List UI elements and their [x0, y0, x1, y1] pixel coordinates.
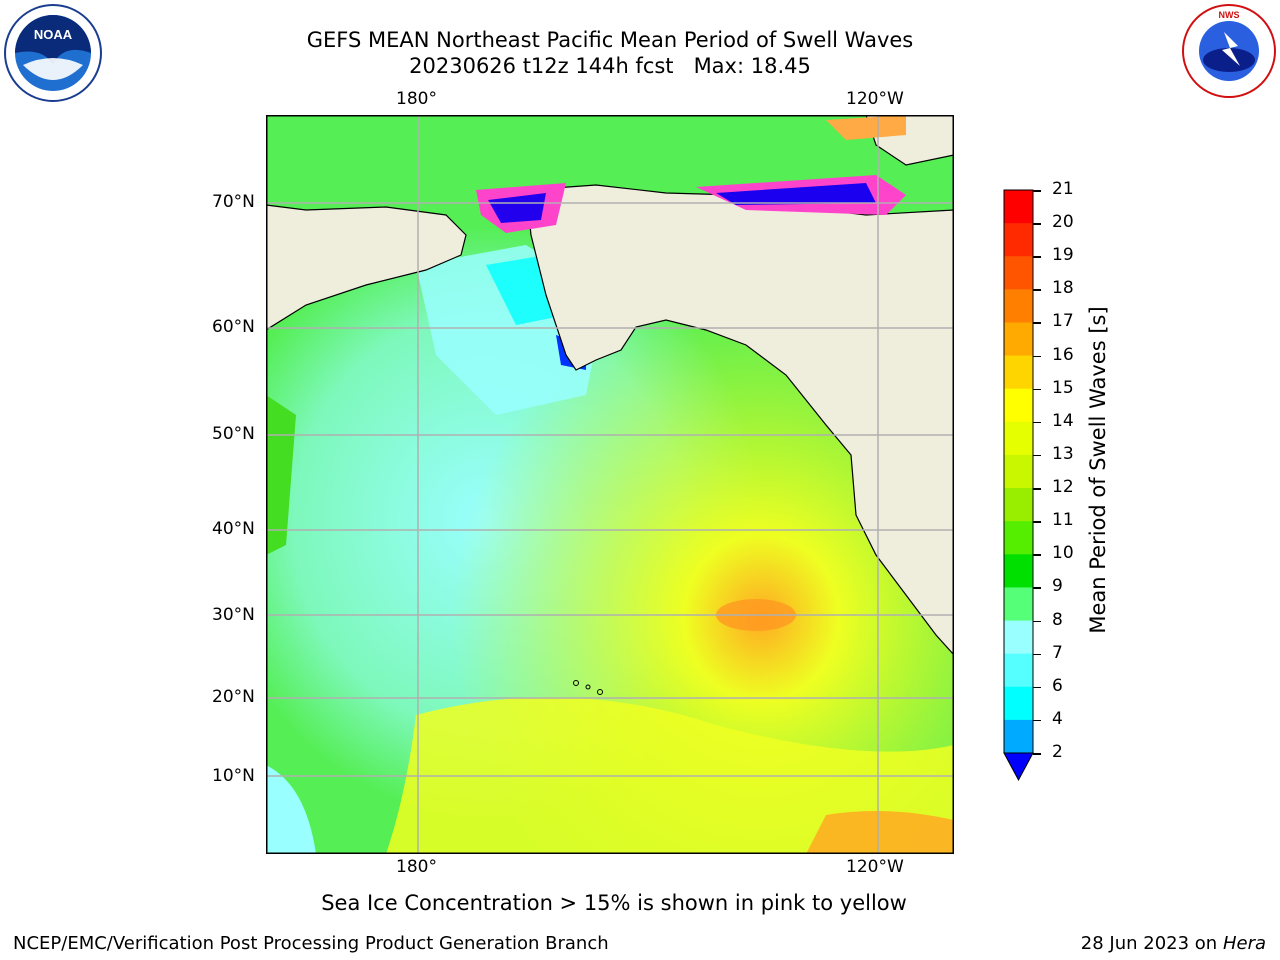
colorbar-tick-mark	[1033, 753, 1041, 755]
colorbar-tick-mark	[1033, 719, 1041, 722]
colorbar-tick-label: 11	[1052, 510, 1074, 531]
colorbar-swatch	[1004, 719, 1033, 754]
colorbar-tick-label: 20	[1052, 212, 1074, 233]
lat-label-40n: 40°N	[212, 519, 255, 539]
colorbar-tick-mark	[1033, 686, 1041, 689]
map-panel	[266, 115, 954, 854]
colorbar-tick-label: 10	[1052, 543, 1074, 564]
colorbar-swatch	[1004, 289, 1033, 323]
colorbar-tick-label: 2	[1052, 742, 1063, 762]
colorbar-tick-label: 12	[1052, 477, 1074, 498]
colorbar-label: Mean Period of Swell Waves [s]	[1086, 306, 1110, 634]
sea-ice-note: Sea Ice Concentration > 15% is shown in …	[321, 891, 907, 915]
footer-org: NCEP/EMC/Verification Post Processing Pr…	[13, 933, 609, 954]
colorbar-swatch	[1004, 355, 1033, 390]
lat-label-60n: 60°N	[212, 317, 255, 337]
lat-label-70n: 70°N	[212, 192, 255, 212]
colorbar-swatch	[1004, 521, 1033, 555]
colorbar-swatch	[1004, 421, 1033, 456]
colorbar-swatch	[1004, 488, 1033, 522]
colorbar-tick-label: 15	[1052, 377, 1074, 398]
lat-label-30n: 30°N	[212, 605, 255, 625]
footer-host: Hera	[1222, 933, 1266, 954]
colorbar-tick-label: 16	[1052, 344, 1074, 365]
colorbar-tick-mark	[1033, 454, 1041, 457]
footer-date: 28 Jun 2023 on Hera	[1081, 933, 1266, 954]
colorbar-tick-mark	[1033, 322, 1041, 324]
colorbar-tick-label: 14	[1052, 410, 1074, 431]
colorbar-tick-label: 7	[1052, 642, 1063, 663]
colorbar-tick-label: 21	[1052, 179, 1074, 199]
colorbar-tick-mark	[1033, 421, 1041, 424]
colorbar-swatch	[1004, 686, 1033, 721]
colorbar-tick-label: 8	[1052, 609, 1063, 630]
colorbar-swatch	[1004, 653, 1033, 688]
colorbar-tick-mark	[1033, 223, 1041, 225]
colorbar-under-arrow	[1003, 752, 1034, 782]
colorbar-swatch	[1004, 190, 1033, 224]
colorbar-swatch	[1004, 388, 1033, 423]
colorbar-swatch	[1004, 256, 1033, 290]
lon-label-top-180: 180°	[396, 89, 437, 109]
colorbar-tick-mark	[1033, 653, 1041, 656]
colorbar-tick-mark	[1033, 256, 1041, 258]
noaa-logo: NOAA	[3, 3, 103, 107]
colorbar-swatch	[1004, 223, 1033, 257]
colorbar-tick-label: 17	[1052, 311, 1074, 332]
colorbar-swatch	[1004, 620, 1033, 655]
colorbar-tick-mark	[1033, 388, 1041, 391]
colorbar-outline	[1003, 189, 1034, 754]
graticule	[266, 115, 954, 854]
svg-text:NOAA: NOAA	[34, 27, 73, 42]
colorbar-tick-mark	[1033, 521, 1041, 523]
land-north	[266, 204, 467, 331]
colorbar-swatch	[1004, 322, 1033, 357]
lat-label-20n: 20°N	[212, 687, 255, 707]
colorbar-tick-label: 9	[1052, 576, 1063, 597]
colorbar-tick-mark	[1033, 190, 1041, 192]
map-subtitle: 20230626 t12z 144h fcst Max: 18.45	[409, 54, 811, 78]
colorbar-tick-label: 13	[1052, 443, 1074, 464]
lat-label-10n: 10°N	[212, 766, 255, 786]
lat-label-50n: 50°N	[212, 424, 255, 444]
colorbar-tick-label: 19	[1052, 245, 1074, 266]
colorbar-swatch	[1004, 554, 1033, 588]
colorbar-tick-mark	[1033, 587, 1041, 589]
lon-label-bottom-180: 180°	[396, 857, 437, 877]
lon-label-bottom-120w: 120°W	[846, 857, 904, 877]
footer-date-text: 28 Jun 2023 on	[1080, 933, 1218, 954]
colorbar-tick-label: 4	[1052, 708, 1063, 729]
colorbar-tick-label: 6	[1052, 675, 1063, 696]
colorbar-tick-mark	[1033, 620, 1041, 623]
lon-label-top-120w: 120°W	[846, 89, 904, 109]
colorbar-tick-mark	[1033, 355, 1041, 358]
colorbar-tick-mark	[1033, 488, 1041, 490]
nws-logo: NWS	[1180, 2, 1278, 104]
colorbar-tick-mark	[1033, 289, 1041, 291]
svg-text:NWS: NWS	[1219, 10, 1240, 20]
swell-period-map	[266, 115, 954, 854]
colorbar-tick-mark	[1033, 554, 1041, 556]
colorbar-swatch	[1004, 454, 1033, 489]
map-title: GEFS MEAN Northeast Pacific Mean Period …	[306, 28, 914, 52]
colorbar-swatches	[1003, 189, 1034, 782]
colorbar-tick-label: 18	[1052, 278, 1074, 299]
colorbar	[1003, 189, 1034, 782]
colorbar-swatch	[1004, 587, 1033, 622]
